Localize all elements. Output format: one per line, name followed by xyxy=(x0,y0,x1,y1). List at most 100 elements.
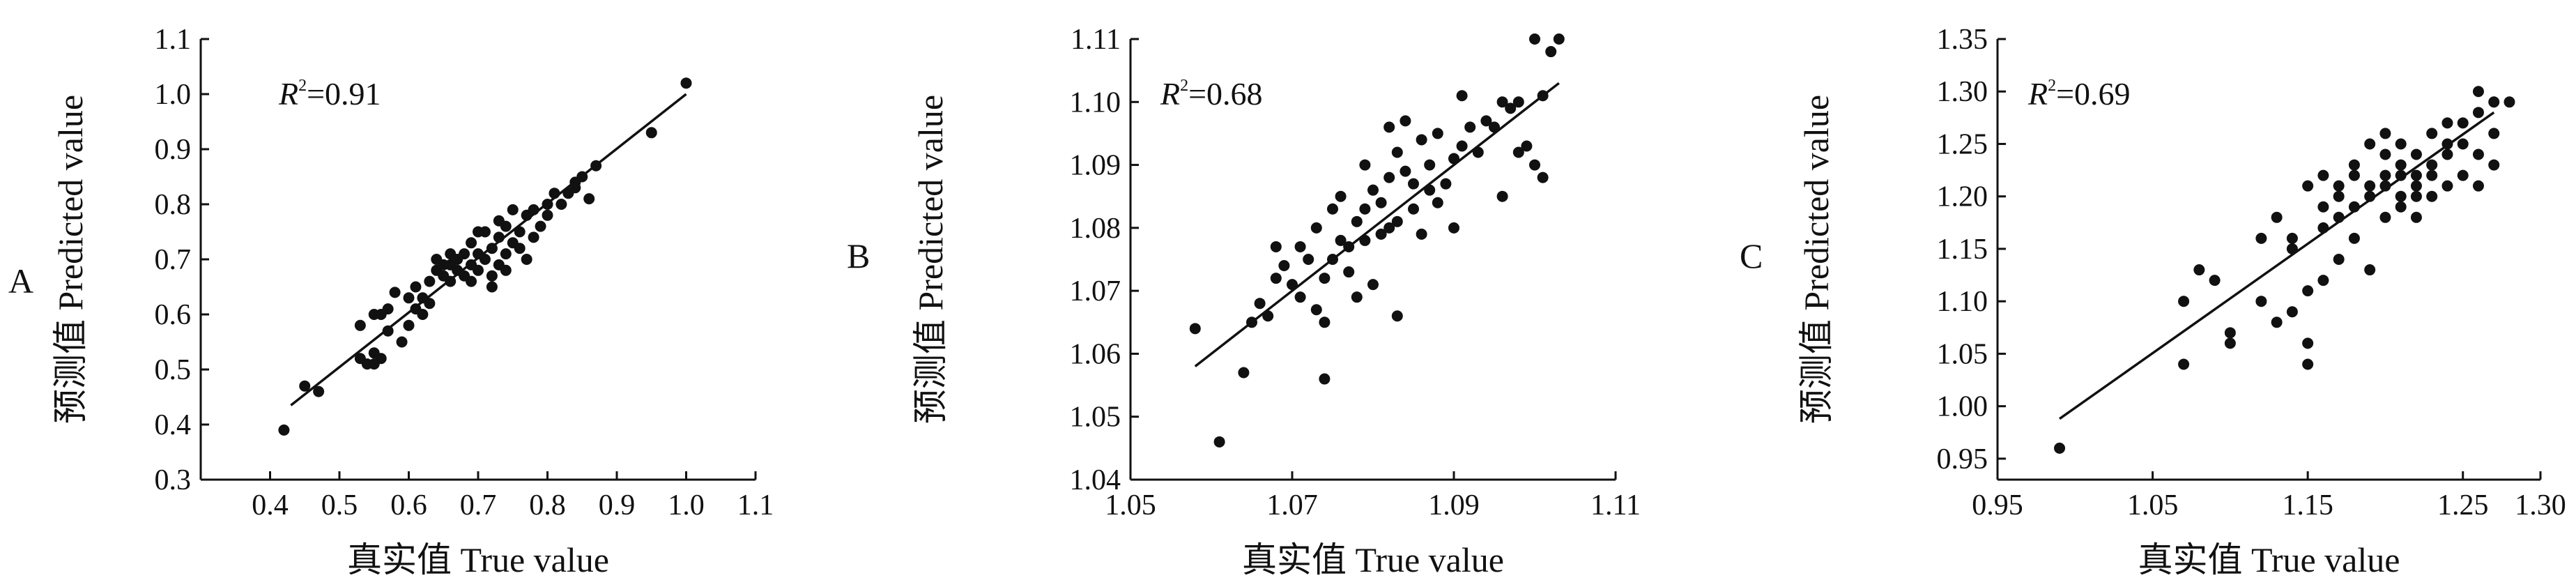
data-point xyxy=(2410,180,2422,192)
data-point xyxy=(1351,291,1363,303)
data-point xyxy=(382,303,394,315)
y-tick-label: 1.30 xyxy=(1937,76,1988,108)
data-point xyxy=(2457,117,2469,129)
x-tick-label: 0.95 xyxy=(1972,489,2023,521)
x-tick-label: 0.9 xyxy=(599,489,636,521)
data-point xyxy=(445,275,457,287)
data-point xyxy=(466,275,477,287)
data-point xyxy=(1416,228,1427,240)
data-point xyxy=(1383,222,1395,234)
y-tick-label: 1.00 xyxy=(1937,391,1988,423)
data-point xyxy=(2379,180,2391,192)
x-axis-label: 真实值 True value xyxy=(1242,540,1504,579)
data-point xyxy=(500,220,512,232)
fit-line xyxy=(2059,111,2495,420)
x-tick-label: 1.0 xyxy=(668,489,705,521)
data-point xyxy=(1278,260,1290,272)
data-point xyxy=(2410,169,2422,181)
data-point xyxy=(2426,159,2438,171)
y-tick-label: 1.20 xyxy=(1937,181,1988,213)
data-point xyxy=(2209,275,2221,287)
data-point xyxy=(1343,241,1355,252)
data-point xyxy=(1416,134,1427,146)
y-tick-label: 0.3 xyxy=(155,464,192,496)
data-point xyxy=(2317,222,2329,234)
data-point xyxy=(1472,146,1484,158)
r-squared-annotation: R2=0.91 xyxy=(278,76,381,112)
data-point xyxy=(2395,169,2407,181)
data-point xyxy=(1383,121,1395,133)
data-point xyxy=(2271,317,2283,328)
data-point xyxy=(375,353,387,365)
x-tick-label: 1.15 xyxy=(2282,489,2333,521)
x-tick-label: 1.30 xyxy=(2515,489,2566,521)
data-point xyxy=(514,226,526,238)
data-point xyxy=(445,259,457,270)
y-tick-label: 1.08 xyxy=(1070,213,1121,245)
panel-label: B xyxy=(847,236,870,275)
x-tick-label: 1.11 xyxy=(1590,489,1641,521)
data-point xyxy=(2224,327,2236,339)
data-point xyxy=(2426,190,2438,202)
data-point xyxy=(2472,180,2484,192)
data-point xyxy=(2054,442,2066,454)
data-point xyxy=(396,336,408,348)
data-point xyxy=(1440,178,1452,190)
data-point xyxy=(1270,241,1282,252)
chart-panel-B: 1.041.051.061.071.081.091.101.111.05 1.07… xyxy=(847,24,1641,579)
data-point xyxy=(535,220,546,232)
panel-label: A xyxy=(8,261,33,300)
data-point xyxy=(2426,169,2438,181)
data-point xyxy=(2178,358,2190,370)
data-point xyxy=(493,259,505,270)
data-point xyxy=(1303,254,1314,265)
data-point xyxy=(1480,115,1492,127)
y-tick-label: 0.7 xyxy=(155,244,192,276)
data-point xyxy=(2271,211,2283,223)
data-point xyxy=(2255,232,2267,244)
data-point xyxy=(2333,190,2345,202)
data-point xyxy=(1238,367,1250,379)
data-point xyxy=(1400,115,1411,127)
y-tick-label: 1.09 xyxy=(1070,150,1121,182)
data-point xyxy=(590,160,602,171)
data-point xyxy=(1512,96,1524,108)
data-point xyxy=(2333,211,2345,223)
x-tick-label: 1.09 xyxy=(1428,489,1480,521)
data-point xyxy=(1391,146,1403,158)
data-point xyxy=(1529,33,1540,45)
data-point xyxy=(1343,266,1355,278)
data-point xyxy=(1456,90,1468,102)
data-point xyxy=(1400,165,1411,177)
data-point xyxy=(1456,140,1468,152)
data-point xyxy=(2457,138,2469,150)
data-point xyxy=(403,292,415,304)
y-axis-label: 预测值 Predicted value xyxy=(51,95,90,424)
y-tick-label: 1.0 xyxy=(155,79,192,111)
data-point xyxy=(2395,201,2407,213)
data-point xyxy=(2379,211,2391,223)
data-point xyxy=(1213,436,1225,448)
data-point xyxy=(410,281,422,293)
data-point xyxy=(1327,203,1338,215)
x-tick-label: 1.25 xyxy=(2437,489,2489,521)
data-point xyxy=(2426,128,2438,139)
data-point xyxy=(1367,279,1379,291)
data-point xyxy=(2410,148,2422,160)
data-point xyxy=(479,254,491,265)
x-tick-label: 1.05 xyxy=(1105,489,1156,521)
data-point xyxy=(493,231,505,243)
data-point xyxy=(1351,215,1363,227)
data-point xyxy=(2395,138,2407,150)
data-point xyxy=(2286,243,2298,254)
y-tick-label: 1.05 xyxy=(1070,402,1121,434)
data-point xyxy=(1359,234,1371,246)
data-point xyxy=(2488,159,2500,171)
data-point xyxy=(2302,180,2314,192)
data-point xyxy=(1335,190,1347,202)
data-point xyxy=(2441,117,2453,129)
data-point xyxy=(473,264,484,276)
data-point xyxy=(521,254,532,265)
data-point xyxy=(2348,201,2360,213)
data-point xyxy=(1545,46,1557,58)
